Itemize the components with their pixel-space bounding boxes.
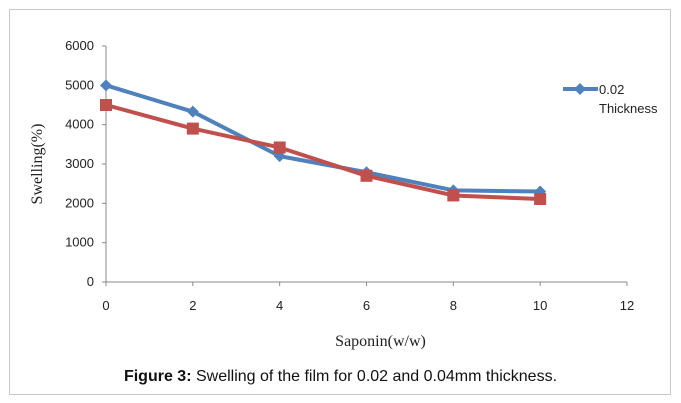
y-axis-title: Swelling(%) [29,124,46,205]
series-line [105,103,541,202]
x-tick-labels: 0 2 4 6 8 10 12 [102,298,634,313]
chart-frame [9,9,671,395]
x-tick-label: 12 [620,298,634,313]
data-point [447,189,460,202]
y-tick-label: 3000 [65,156,94,171]
figure-caption: Figure 3: Swelling of the film for 0.02 … [0,368,681,386]
y-tick-label: 4000 [65,117,94,132]
x-tick-label: 8 [450,298,457,313]
data-point [100,99,112,111]
series-layer [100,79,547,206]
y-tick-label: 0 [87,274,94,289]
caption-label: Figure 3: [123,368,192,385]
y-tick-label: 1000 [65,235,94,250]
data-point [360,169,373,182]
x-tick-label: 2 [189,298,196,313]
x-tick-label: 6 [363,298,370,313]
series-1 [100,99,547,206]
data-point [100,79,112,92]
x-tick-label: 4 [276,298,283,313]
data-point [273,141,286,154]
data-point [186,105,199,118]
series-0 [100,79,547,198]
legend-label: 0.02 [599,82,624,97]
x-tick-label: 0 [102,298,109,313]
data-point [186,122,199,135]
y-tick-label: 5000 [65,77,94,92]
x-axis-title: Saponin(w/w) [335,333,426,350]
legend-label: Thickness [599,101,658,116]
series-line [105,83,541,194]
chart-axes [102,45,628,286]
caption-text: Swelling of the film for 0.02 and 0.04mm… [191,368,558,385]
data-point [534,193,547,206]
legend-swatch-marker [574,83,586,95]
x-tick-label: 10 [533,298,547,313]
y-tick-label: 6000 [65,38,94,53]
legend: 0.02 Thickness [563,82,658,116]
y-tick-labels: 0 1000 2000 3000 4000 5000 6000 [65,38,94,289]
y-tick-label: 2000 [65,195,94,210]
